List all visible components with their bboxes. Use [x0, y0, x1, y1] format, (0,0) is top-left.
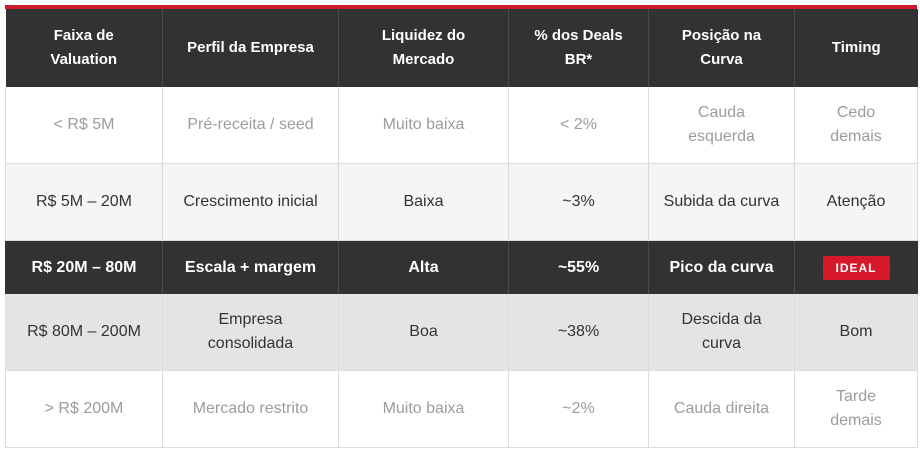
- cell-company-profile: Empresa consolidada: [162, 294, 339, 371]
- cell-market-liquidity: Muito baixa: [338, 87, 509, 164]
- valuation-table-container: Faixa de Valuation Perfil da Empresa Liq…: [5, 5, 918, 448]
- header-market-liquidity: Liquidez do Mercado: [338, 9, 509, 87]
- header-valuation-range: Faixa de Valuation: [5, 9, 163, 87]
- cell-market-liquidity: Muito baixa: [338, 370, 509, 448]
- table-row-highlighted: R$ 20M – 80M Escala + margem Alta ~55% P…: [5, 240, 918, 294]
- table-row: > R$ 200M Mercado restrito Muito baixa ~…: [5, 370, 918, 448]
- cell-deals-percent: ~3%: [508, 163, 649, 241]
- cell-valuation-range: < R$ 5M: [5, 87, 163, 164]
- table-header: Faixa de Valuation Perfil da Empresa Liq…: [5, 9, 918, 87]
- cell-curve-position: Cauda esquerda: [648, 87, 795, 164]
- header-deals-percent: % dos Deals BR*: [508, 9, 649, 87]
- cell-curve-position: Cauda direita: [648, 370, 795, 448]
- cell-deals-percent: ~38%: [508, 294, 649, 371]
- cell-valuation-range: R$ 5M – 20M: [5, 163, 163, 241]
- cell-company-profile: Mercado restrito: [162, 370, 339, 448]
- cell-curve-position: Descida da curva: [648, 294, 795, 371]
- cell-curve-position: Pico da curva: [648, 240, 795, 294]
- cell-valuation-range: R$ 20M – 80M: [5, 240, 163, 294]
- cell-deals-percent: ~55%: [508, 240, 649, 294]
- valuation-table: Faixa de Valuation Perfil da Empresa Liq…: [5, 9, 918, 448]
- cell-timing: Bom: [794, 294, 918, 371]
- header-row: Faixa de Valuation Perfil da Empresa Liq…: [5, 9, 918, 87]
- cell-company-profile: Escala + margem: [162, 240, 339, 294]
- cell-company-profile: Crescimento inicial: [162, 163, 339, 241]
- cell-market-liquidity: Baixa: [338, 163, 509, 241]
- cell-deals-percent: < 2%: [508, 87, 649, 164]
- ideal-badge: IDEAL: [822, 255, 890, 280]
- cell-valuation-range: > R$ 200M: [5, 370, 163, 448]
- cell-curve-position: Subida da curva: [648, 163, 795, 241]
- cell-market-liquidity: Boa: [338, 294, 509, 371]
- header-curve-position: Posição na Curva: [648, 9, 795, 87]
- table-row: R$ 80M – 200M Empresa consolidada Boa ~3…: [5, 294, 918, 371]
- table-row: < R$ 5M Pré-receita / seed Muito baixa <…: [5, 87, 918, 164]
- cell-timing: Cedo demais: [794, 87, 918, 164]
- cell-deals-percent: ~2%: [508, 370, 649, 448]
- header-company-profile: Perfil da Empresa: [162, 9, 339, 87]
- cell-valuation-range: R$ 80M – 200M: [5, 294, 163, 371]
- table-row: R$ 5M – 20M Crescimento inicial Baixa ~3…: [5, 163, 918, 241]
- table-body: < R$ 5M Pré-receita / seed Muito baixa <…: [5, 87, 918, 448]
- header-timing: Timing: [794, 9, 918, 87]
- cell-company-profile: Pré-receita / seed: [162, 87, 339, 164]
- cell-timing: IDEAL: [794, 240, 918, 294]
- cell-market-liquidity: Alta: [338, 240, 509, 294]
- cell-timing: Tarde demais: [794, 370, 918, 448]
- cell-timing: Atenção: [794, 163, 918, 241]
